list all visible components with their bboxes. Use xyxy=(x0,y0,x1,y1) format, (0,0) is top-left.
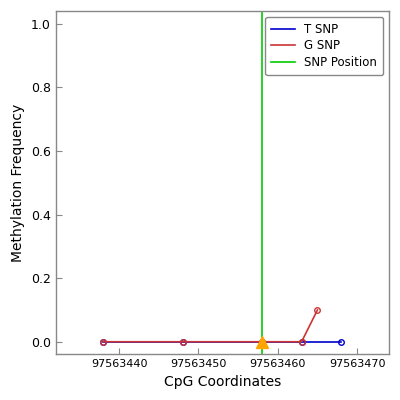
X-axis label: CpG Coordinates: CpG Coordinates xyxy=(164,375,281,389)
Legend: T SNP, G SNP, SNP Position: T SNP, G SNP, SNP Position xyxy=(265,17,383,75)
Y-axis label: Methylation Frequency: Methylation Frequency xyxy=(11,104,25,262)
